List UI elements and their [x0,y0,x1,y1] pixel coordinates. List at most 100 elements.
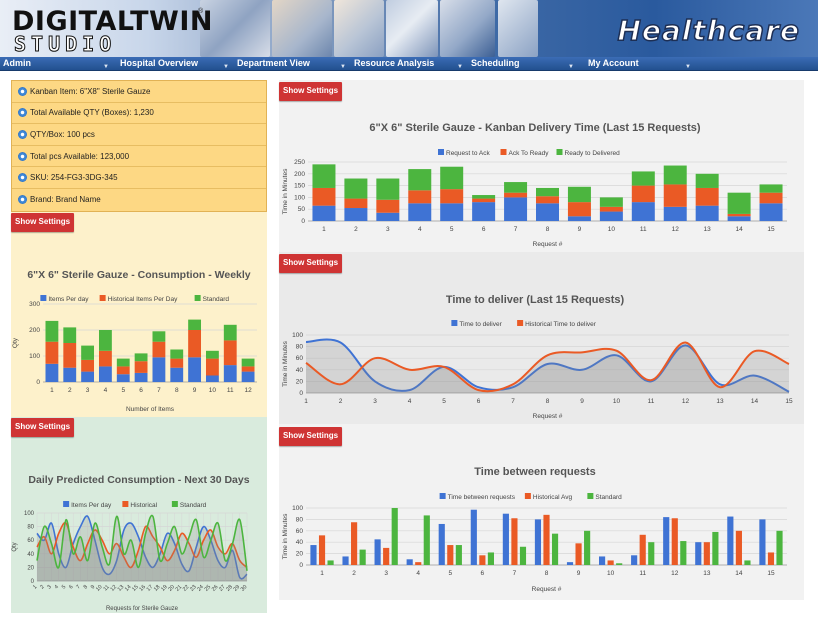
show-settings-button[interactable]: Show Settings [279,254,343,273]
bar [344,208,368,221]
header-photo-patient [386,0,438,57]
nav-resource-analysis[interactable]: Resource Analysis ▼ [351,57,468,71]
x-tick-label: 10 [608,226,616,233]
bar [116,374,130,382]
bar [534,519,542,565]
bar [223,324,237,341]
nav-my-account[interactable]: My Account ▼ [585,57,702,71]
bar [376,199,400,213]
bar [312,205,336,221]
logo-trademark: ® [198,8,204,15]
x-tick-label: 15 [131,584,140,593]
chart-title: Daily Predicted Consumption - Next 30 Da… [28,474,249,486]
header-photo-doctor [200,0,270,57]
bar [616,563,623,565]
nav-admin[interactable]: Admin ▼ [0,57,115,71]
bar [695,187,719,206]
x-tick-label: 3 [86,387,90,394]
weekly-consumption-chart: 6"X 6" Sterile Gauze - Consumption - Wee… [12,269,257,413]
gear-icon [18,195,27,205]
x-tick-label: 7 [513,570,517,577]
bar [759,203,783,221]
nav-department-view[interactable]: Department View ▼ [234,57,351,71]
legend-label: Standard [180,502,207,509]
bar [727,213,751,217]
x-tick-label: 4 [104,387,108,394]
bar [63,343,77,368]
x-tick-label: 13 [117,584,126,593]
bar [567,202,591,217]
x-tick-label: 7 [157,387,161,394]
bar [447,545,454,565]
x-tick-label: 8 [545,570,549,577]
show-settings-button[interactable]: Show Settings [11,213,75,232]
bar [152,341,166,358]
kanban-item-info-panel: Kanban Item: 6"X8" Sterile Gauze Total A… [11,80,267,212]
legend-swatch [556,149,563,155]
legend-swatch [63,501,70,507]
y-tick-label: 80 [27,525,34,531]
x-tick-label: 6 [68,584,74,590]
digital-twin-studio-logo[interactable]: DIGITALTWIN STUDIO ® [8,8,212,55]
y-tick-label: 80 [296,344,304,351]
bar [735,530,742,565]
show-settings-button[interactable]: Show Settings [279,427,343,446]
bar [327,560,334,565]
y-tick-label: 40 [296,539,304,546]
x-tick-label: 3 [386,226,390,233]
show-settings-button[interactable]: Show Settings [279,82,343,101]
bar [408,190,432,204]
bar [680,541,687,565]
show-settings-button[interactable]: Show Settings [11,418,75,437]
bar [98,366,112,382]
x-tick-label: 4 [416,570,420,577]
chevron-down-icon: ▼ [103,64,109,70]
logo-text-digitaltwin: DIGITALTWIN [12,6,213,37]
x-tick-label: 12 [109,584,118,593]
x-tick-label: 1 [304,398,308,405]
y-tick-label: 40 [296,367,304,374]
x-tick-label: 17 [146,584,155,593]
y-tick-label: 0 [36,379,40,386]
info-row-total-qty: Total Available QTY (Boxes): 1,230 [12,103,266,125]
bar [312,164,336,188]
chevron-down-icon: ▼ [457,64,463,70]
y-tick-label: 0 [31,579,35,585]
bar [639,534,646,565]
nav-hospital-overview[interactable]: Hospital Overview ▼ [117,57,234,71]
app-header: DIGITALTWIN STUDIO ® Healthcare [0,0,818,57]
x-tick-label: 11 [639,570,646,577]
chevron-down-icon: ▼ [568,64,574,70]
bar [415,562,422,565]
chevron-down-icon: ▼ [685,64,691,70]
y-tick-label: 50 [298,206,306,213]
x-tick-label: 18 [153,584,162,593]
x-axis-label: Request # [533,413,563,420]
gear-icon [18,86,27,96]
legend-swatch [171,501,178,507]
legend-label: Request to Ack [446,150,490,157]
y-tick-label: 20 [296,551,304,558]
y-tick-label: 100 [292,505,303,512]
bar [440,189,464,204]
y-axis-label: Qty [12,337,19,348]
chart-title: Time to deliver (Last 15 Requests) [446,294,625,306]
x-tick-label: 5 [121,387,125,394]
bar [205,350,219,359]
x-axis-label: Request # [532,586,562,593]
bar [45,363,59,382]
info-text: Kanban Item: 6"X8" Sterile Gauze [30,86,151,96]
y-tick-label: 80 [296,516,304,523]
y-tick-label: 200 [29,327,40,334]
bar [223,340,237,366]
series-line [36,514,248,571]
x-tick-label: 9 [577,570,581,577]
chevron-down-icon: ▼ [340,64,346,70]
bar [759,519,766,565]
header-photo-scanner [498,0,538,57]
y-tick-label: 100 [292,332,303,339]
nav-label: Hospital Overview [120,58,199,68]
nav-scheduling[interactable]: Scheduling ▼ [468,57,585,71]
bar [567,186,591,203]
y-tick-label: 250 [294,159,305,166]
